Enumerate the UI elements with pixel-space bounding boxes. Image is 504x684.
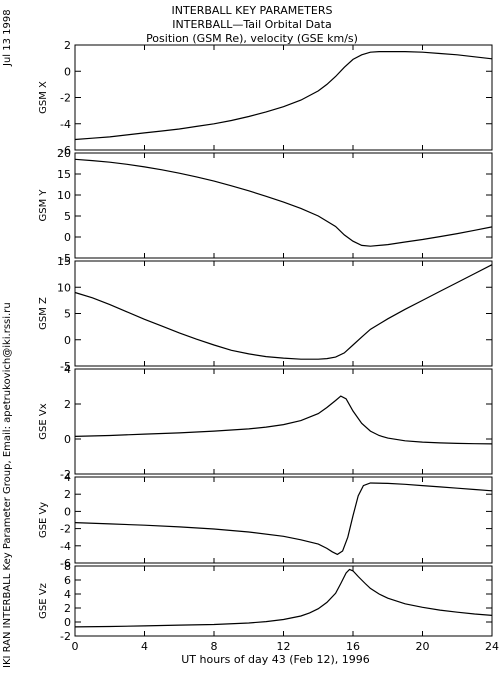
y-tick-label-gse-vz: 0 [64, 616, 71, 629]
y-tick-label-gsm-y: 5 [64, 210, 71, 223]
x-tick-label: 0 [72, 640, 79, 653]
series-line-gsm-z [74, 264, 493, 360]
y-tick-label-gsm-y: 0 [64, 231, 71, 244]
y-axis-label-gse-vz: GSE Vz [38, 583, 49, 619]
series-line-gsm-x [74, 50, 493, 141]
panel-frame-gse-vx [74, 368, 493, 475]
y-tick-label-gsm-x: -6 [60, 144, 71, 157]
y-tick-label-gse-vy: 2 [64, 488, 71, 501]
y-tick-label-gsm-z: -5 [60, 360, 71, 373]
series-line-gse-vx [74, 395, 493, 445]
y-tick-label-gsm-y: 10 [57, 189, 71, 202]
y-tick-label-gsm-y: 20 [57, 147, 71, 160]
y-tick-label-gsm-y: 15 [57, 168, 71, 181]
y-tick-label-gsm-x: -4 [60, 118, 71, 131]
series-line-gsm-y [74, 158, 493, 247]
y-axis-label-gse-vy: GSE Vy [38, 502, 49, 538]
panel-frame-gsm-z [74, 260, 493, 367]
y-tick-label-gse-vx: 2 [64, 398, 71, 411]
y-tick-label-gse-vy: 0 [64, 505, 71, 518]
panel-frame-gse-vy [74, 476, 493, 564]
y-tick-label-gse-vy: -6 [60, 557, 71, 570]
y-tick-label-gse-vy: -4 [60, 540, 71, 553]
y-tick-label-gse-vx: -2 [60, 468, 71, 481]
y-tick-label-gsm-x: -2 [60, 92, 71, 105]
chart-title: INTERBALL KEY PARAMETERS [171, 4, 333, 17]
chart-subtitle-2: Position (GSM Re), velocity (GSE km/s) [146, 32, 358, 45]
y-tick-label-gse-vy: 4 [64, 471, 71, 484]
x-tick-label: 20 [416, 640, 430, 653]
y-tick-label-gsm-z: 5 [64, 308, 71, 321]
series-line-gse-vz [74, 568, 493, 628]
panel-frame-gsm-y [74, 152, 493, 259]
y-tick-label-gsm-x: 2 [64, 39, 71, 52]
y-tick-label-gse-vy: -2 [60, 523, 71, 536]
y-tick-label-gse-vz: 2 [64, 602, 71, 615]
y-tick-label-gse-vx: 4 [64, 363, 71, 376]
x-tick-label: 16 [346, 640, 360, 653]
y-tick-label-gse-vz: -2 [60, 630, 71, 643]
x-tick-label: 12 [277, 640, 291, 653]
y-tick-label-gse-vz: 8 [64, 560, 71, 573]
y-axis-label-gsm-z: GSM Z [38, 297, 49, 330]
y-tick-label-gsm-x: 0 [64, 65, 71, 78]
x-axis-label: UT hours of day 43 (Feb 12), 1996 [181, 653, 370, 666]
y-tick-label-gsm-z: 0 [64, 334, 71, 347]
y-tick-label-gse-vx: 0 [64, 433, 71, 446]
y-axis-label-gsm-x: GSM X [38, 81, 49, 114]
y-tick-label-gsm-z: 15 [57, 255, 71, 268]
y-axis-label-gsm-y: GSM Y [38, 189, 49, 222]
x-tick-label: 4 [141, 640, 148, 653]
y-tick-label-gsm-y: -5 [60, 252, 71, 265]
y-tick-label-gsm-z: 10 [57, 281, 71, 294]
chart-subtitle: INTERBALL—Tail Orbital Data [172, 18, 332, 31]
y-axis-label-gse-vx: GSE Vx [38, 403, 49, 439]
series-line-gse-vy [74, 482, 493, 556]
y-tick-label-gse-vz: 6 [64, 574, 71, 587]
x-tick-label: 8 [211, 640, 218, 653]
x-tick-label: 24 [485, 640, 499, 653]
y-tick-label-gse-vz: 4 [64, 588, 71, 601]
